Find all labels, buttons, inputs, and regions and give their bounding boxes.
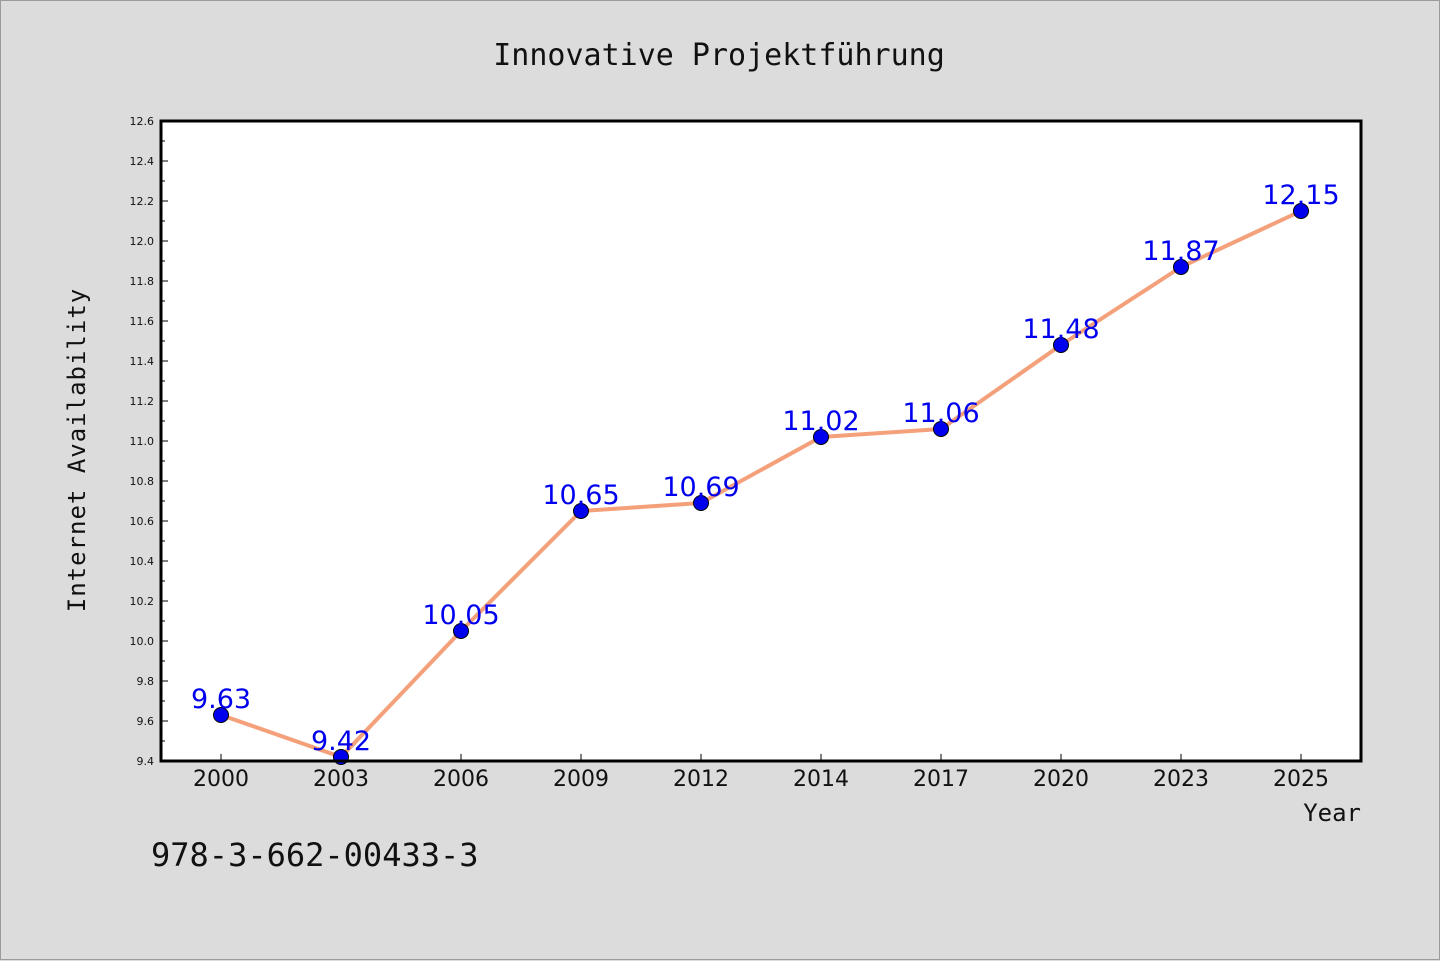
data-label: 12.15 [1262,180,1339,211]
data-point [1053,337,1069,353]
data-label: 11.48 [1022,314,1099,345]
y-tick-label: 9.6 [137,715,155,728]
y-tick-label: 12.4 [130,155,155,168]
x-tick-label: 2014 [793,767,849,792]
y-tick-label: 10.6 [130,515,155,528]
x-tick-label: 2000 [193,767,249,792]
data-point [1293,203,1309,219]
y-tick-label: 11.6 [130,315,155,328]
data-label: 11.02 [782,406,859,437]
x-tick-label: 2020 [1033,767,1089,792]
data-label: 9.42 [311,726,371,757]
data-label: 10.69 [662,472,739,503]
x-axis: 2000 2003 2006 2009 2012 2014 2017 2020 2023 2025 [193,754,1329,792]
plot-area [161,121,1361,761]
x-tick-label: 2006 [433,767,489,792]
data-point [213,707,229,723]
y-tick-label: 12.2 [130,195,155,208]
isbn-text: 978-3-662-00433-3 [151,836,479,874]
y-tick-label: 9.4 [137,755,155,768]
y-tick-label: 11.0 [130,435,155,448]
x-tick-label: 2012 [673,767,729,792]
data-label: 9.63 [191,684,251,715]
y-axis-label: Internet Availability [63,288,91,612]
y-tick-label: 10.0 [130,635,155,648]
data-point [813,429,829,445]
y-tick-label: 11.4 [130,355,155,368]
y-axis: 9.4 9.6 9.8 10.0 10.2 10.4 10.6 10.8 11.0 11.2 11.… [130,115,168,768]
data-point [933,421,949,437]
y-tick-label: 11.8 [130,275,155,288]
y-tick-label: 10.4 [130,555,155,568]
x-tick-label: 2025 [1273,767,1329,792]
series-group: 9.63 9.42 10.05 10.65 10.69 11.02 11.06 11.48 11… [191,180,1340,765]
y-tick-label: 11.2 [130,395,155,408]
x-tick-label: 2017 [913,767,969,792]
y-tick-label: 12.0 [130,235,155,248]
x-axis-label: Year [1303,799,1361,827]
data-label: 10.05 [422,600,499,631]
chart-title: Innovative Projektführung [493,38,945,73]
x-tick-label: 2009 [553,767,609,792]
data-point [573,503,589,519]
y-tick-label: 10.2 [130,595,155,608]
series-line [219,209,1303,759]
plot-border [159,119,1363,763]
data-point [693,495,709,511]
data-label: 10.65 [542,480,619,511]
y-tick-label: 9.8 [137,675,155,688]
data-point [1173,259,1189,275]
data-label: 11.06 [902,398,979,429]
data-label: 11.87 [1142,236,1219,267]
y-tick-label: 10.8 [130,475,155,488]
y-tick-label: 12.6 [130,115,155,128]
data-point [453,623,469,639]
x-tick-label: 2003 [313,767,369,792]
x-tick-label: 2023 [1153,767,1209,792]
